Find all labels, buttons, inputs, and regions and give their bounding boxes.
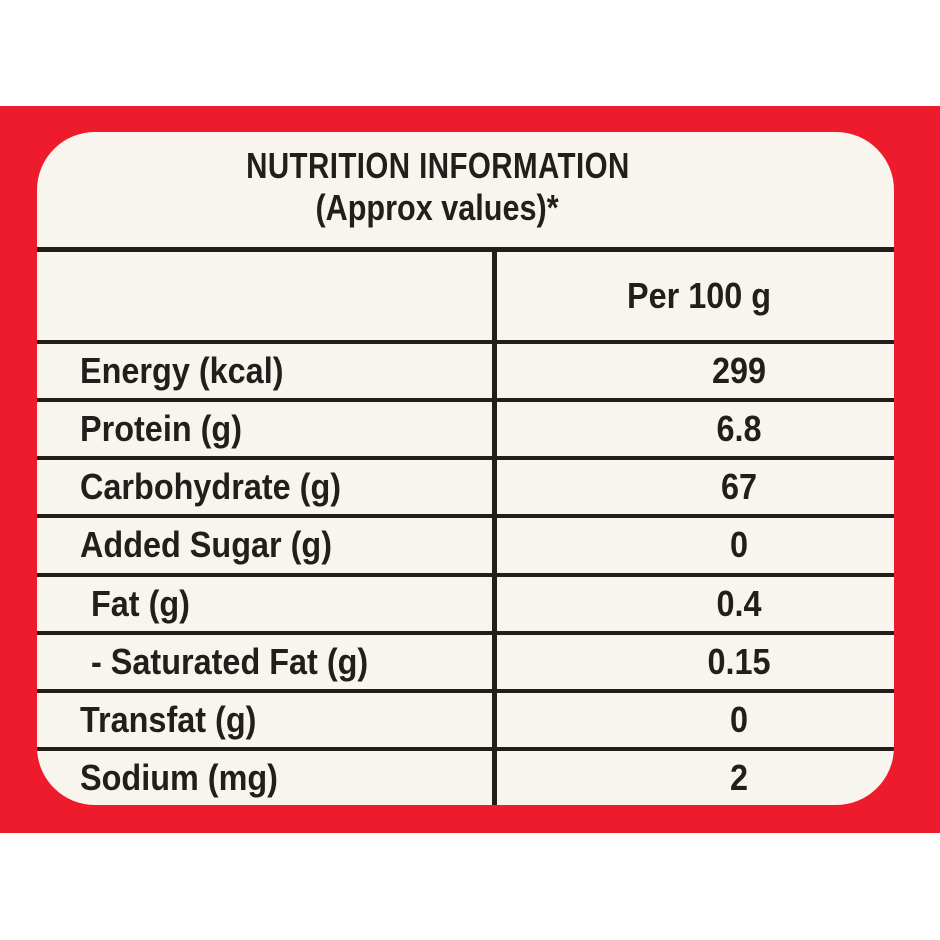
nutrient-value: 0.15: [707, 640, 772, 682]
label-red-background: NUTRITION INFORMATION (Approx values)* P…: [0, 106, 940, 833]
table-row-added-sugar-g: Added Sugar (g) 0: [37, 514, 894, 573]
nutrient-value: 67: [721, 466, 758, 508]
nutrient-name: Energy (kcal): [80, 350, 284, 392]
table-row-saturated-fat-g: - Saturated Fat (g) 0.15: [37, 630, 894, 689]
nutrient-cell-sodium-mg: Sodium (mg): [37, 751, 492, 805]
nutrient-cell-protein-g: Protein (g): [37, 402, 492, 456]
nutrient-value: 2: [730, 756, 749, 798]
nutrient-cell-transfat-g: Transfat (g): [37, 693, 492, 747]
nutrient-name: Carbohydrate (g): [80, 466, 342, 508]
table-row-fat-g: Fat (g) 0.4: [37, 572, 894, 631]
nutrient-name: Added Sugar (g): [80, 524, 332, 566]
nutrient-value: 0.4: [716, 582, 763, 624]
header-per-100g-cell: Per 100 g: [492, 252, 894, 340]
per-100g-label: Per 100 g: [627, 275, 772, 316]
nutrient-value: 0: [730, 698, 749, 740]
header-empty-cell: [37, 252, 492, 340]
nutrient-cell-added-sugar-g: Added Sugar (g): [37, 518, 492, 572]
nutrient-name: - Saturated Fat (g): [91, 640, 369, 682]
nutrient-name: Protein (g): [80, 408, 242, 450]
table-row-energy-kcal: Energy (kcal) 299: [37, 340, 894, 399]
nutrient-value: 0: [730, 524, 749, 566]
nutrient-value: 299: [712, 350, 767, 392]
title-block: NUTRITION INFORMATION (Approx values)*: [37, 132, 894, 247]
nutrient-name: Transfat (g): [80, 698, 257, 740]
table-row-sodium-mg: Sodium (mg) 2: [37, 746, 894, 805]
nutrient-name: Fat (g): [91, 582, 190, 624]
nutrient-value: 6.8: [716, 408, 763, 450]
nutrition-panel: NUTRITION INFORMATION (Approx values)* P…: [37, 132, 894, 805]
nutrient-cell-saturated-fat-g: - Saturated Fat (g): [37, 635, 492, 689]
nutrient-name: Sodium (mg): [80, 756, 278, 798]
nutrient-cell-carbohydrate-g: Carbohydrate (g): [37, 460, 492, 514]
table-row-transfat-g: Transfat (g) 0: [37, 688, 894, 747]
nutrition-information-title: NUTRITION INFORMATION: [245, 145, 630, 186]
nutrition-table: Per 100 g Energy (kcal) 299 Protein (g) …: [37, 247, 894, 805]
table-header-row: Per 100 g: [37, 247, 894, 340]
nutrient-cell-energy-kcal: Energy (kcal): [37, 344, 492, 398]
table-row-protein-g: Protein (g) 6.8: [37, 398, 894, 457]
approx-values-subtitle: (Approx values)*: [315, 187, 560, 229]
table-row-carbohydrate-g: Carbohydrate (g) 67: [37, 456, 894, 515]
nutrient-cell-fat-g: Fat (g): [37, 577, 492, 631]
